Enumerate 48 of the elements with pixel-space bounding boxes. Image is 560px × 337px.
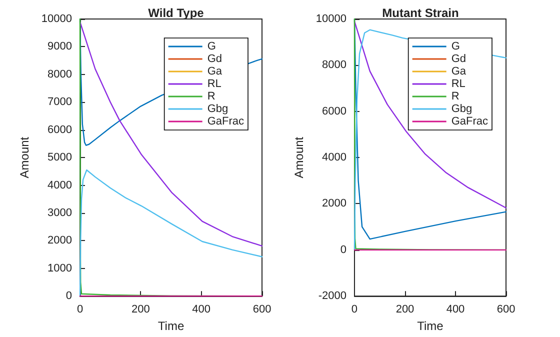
legend-label: Gbg: [207, 103, 228, 115]
line-series: [79, 21, 263, 247]
y-tick-label: 2000: [48, 234, 72, 247]
legend-label: R: [451, 90, 460, 102]
y-tick-label: 10000: [41, 13, 72, 25]
y-tick-label: 8000: [322, 59, 346, 72]
chart-title: Mutant Strain: [382, 6, 459, 20]
y-tick-label: 2000: [322, 198, 346, 210]
legend-label: RL: [451, 78, 466, 90]
y-tick-label: 8000: [48, 68, 72, 80]
y-tick-label: 3000: [48, 206, 72, 219]
y-tick-label: 0: [66, 290, 72, 302]
legend-label: R: [207, 90, 216, 102]
x-tick-label: 600: [496, 304, 516, 316]
y-tick-label: 0: [340, 244, 346, 256]
y-tick-label: 4000: [48, 179, 72, 192]
x-tick-label: 200: [131, 304, 150, 316]
x-tick-label: 0: [351, 304, 358, 316]
legend-label: Gbg: [451, 103, 472, 115]
y-tick-label: 7000: [48, 96, 72, 108]
y-tick-label: 9000: [48, 40, 72, 53]
x-tick-label: 600: [252, 304, 272, 316]
x-tick-label: 0: [76, 304, 84, 316]
legend-label: Ga: [207, 66, 223, 78]
y-axis-title: Amount: [292, 136, 306, 178]
legend-label: GaFrac: [451, 116, 488, 128]
legend-label: G: [207, 40, 216, 52]
legend-label: Gd: [207, 53, 222, 65]
legend-label: G: [451, 40, 460, 52]
y-tick-label: 4000: [322, 152, 346, 164]
x-tick-label: 400: [446, 304, 465, 316]
y-tick-label: -2000: [318, 290, 346, 302]
x-tick-label: 200: [396, 304, 414, 316]
y-tick-label: 10000: [316, 13, 346, 25]
legend-label: GaFrac: [207, 116, 244, 128]
x-tick-label: 400: [192, 304, 211, 316]
y-tick-label: 6000: [322, 105, 346, 118]
x-axis-title: Time: [417, 319, 444, 333]
line-series: [354, 20, 507, 208]
chart-title: Wild Type: [148, 6, 204, 20]
legend-label: Gd: [451, 53, 466, 65]
y-tick-label: 1000: [48, 262, 72, 274]
legend-label: Ga: [451, 66, 467, 78]
legend-label: RL: [207, 78, 222, 90]
x-axis-title: Time: [158, 319, 184, 333]
y-tick-label: 5000: [48, 152, 72, 164]
y-axis-title: Amount: [18, 136, 32, 178]
y-tick-label: 6000: [48, 124, 72, 136]
